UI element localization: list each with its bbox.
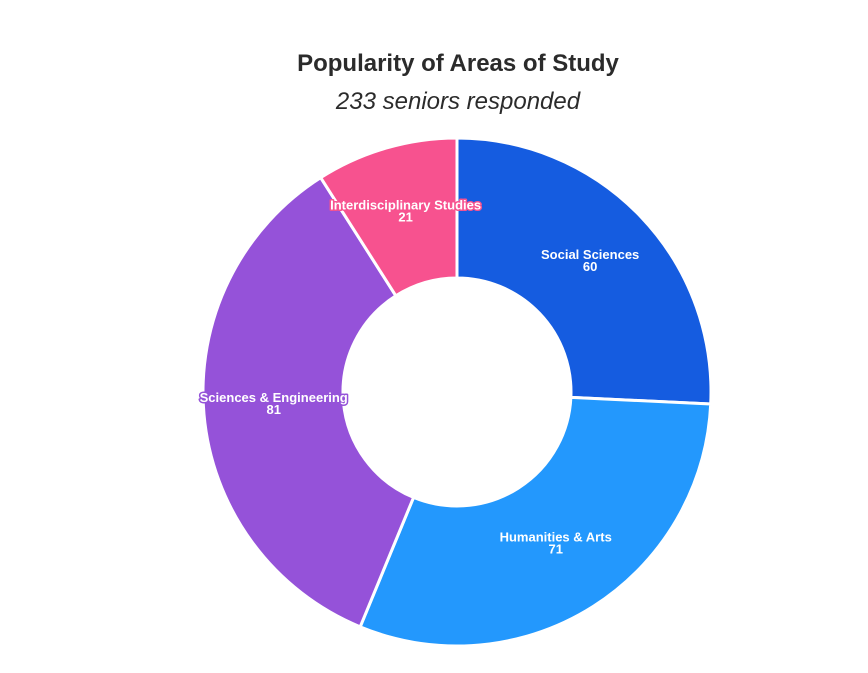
slice-label-interdisciplinary-studies: Interdisciplinary Studies 21 — [330, 197, 481, 224]
slice-label-value: 60 — [583, 259, 597, 274]
slice-label-sciences-and-engineering: Sciences & Engineering 81 — [200, 390, 348, 417]
chart-title: Popularity of Areas of Study — [297, 50, 619, 77]
slice-label-name: Social Sciences — [541, 247, 639, 262]
slice-label-value: 81 — [266, 402, 280, 417]
slice-label-value: 71 — [548, 541, 562, 556]
slice-label-name: Sciences & Engineering — [200, 390, 348, 405]
slice-sciences-and-engineering[interactable] — [201, 176, 416, 629]
chart-subtitle: 233 seniors responded — [335, 88, 581, 115]
slice-label-humanities-and-arts: Humanities & Arts 71 — [500, 529, 612, 556]
slice-social-sciences[interactable] — [455, 136, 713, 406]
donut-slices — [201, 136, 713, 648]
slice-label-name: Humanities & Arts — [500, 529, 612, 544]
slice-interdisciplinary-studies[interactable] — [319, 136, 459, 298]
donut-labels: Social Sciences 60 Humanities & Arts 71 Scie… — [198, 196, 641, 558]
slice-humanities-and-arts[interactable] — [358, 395, 713, 648]
slice-label-social-sciences: Social Sciences 60 — [541, 247, 639, 274]
slice-label-value: 21 — [398, 209, 412, 224]
slice-label-name: Interdisciplinary Studies — [330, 197, 481, 212]
